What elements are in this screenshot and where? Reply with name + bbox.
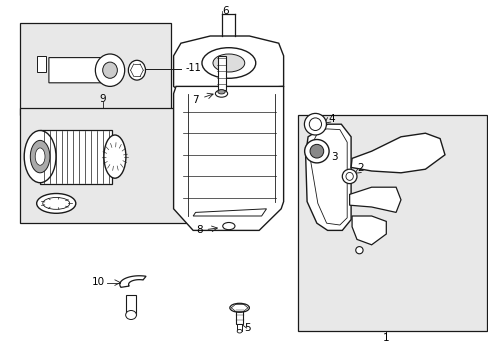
Polygon shape: [350, 133, 444, 173]
Polygon shape: [351, 216, 386, 245]
Bar: [20, 108, 185, 223]
Ellipse shape: [223, 222, 235, 230]
Text: 7: 7: [192, 95, 199, 105]
Text: 10: 10: [92, 276, 105, 287]
Ellipse shape: [35, 148, 45, 165]
Ellipse shape: [229, 303, 249, 312]
Ellipse shape: [43, 197, 70, 209]
Bar: [298, 115, 486, 331]
Ellipse shape: [304, 113, 326, 135]
Ellipse shape: [125, 310, 136, 320]
Polygon shape: [37, 56, 46, 72]
Ellipse shape: [213, 54, 244, 72]
Polygon shape: [120, 276, 146, 287]
Ellipse shape: [102, 62, 117, 78]
Polygon shape: [217, 56, 225, 90]
Text: 2: 2: [356, 163, 363, 174]
Ellipse shape: [218, 90, 224, 94]
Text: 4: 4: [328, 114, 335, 124]
Ellipse shape: [342, 169, 356, 184]
Text: 3: 3: [331, 152, 338, 162]
Polygon shape: [40, 130, 112, 184]
Ellipse shape: [304, 139, 328, 163]
Polygon shape: [49, 58, 115, 83]
Ellipse shape: [355, 247, 363, 254]
Bar: [20, 23, 171, 115]
Text: 6: 6: [222, 6, 229, 16]
Ellipse shape: [309, 144, 323, 158]
Text: -11: -11: [185, 63, 201, 73]
Text: 8: 8: [196, 225, 203, 235]
Polygon shape: [349, 187, 400, 212]
Ellipse shape: [215, 90, 227, 97]
Polygon shape: [173, 86, 283, 230]
Polygon shape: [237, 324, 242, 331]
Ellipse shape: [37, 193, 76, 213]
Ellipse shape: [309, 118, 321, 130]
Ellipse shape: [128, 60, 145, 80]
Ellipse shape: [95, 54, 124, 86]
Ellipse shape: [237, 329, 242, 333]
Polygon shape: [193, 209, 266, 216]
Text: 1: 1: [382, 333, 389, 343]
Ellipse shape: [202, 48, 255, 78]
Polygon shape: [305, 124, 350, 230]
Ellipse shape: [24, 130, 56, 183]
Polygon shape: [236, 308, 243, 324]
Polygon shape: [126, 295, 136, 315]
Ellipse shape: [104, 135, 126, 178]
Text: 9: 9: [99, 94, 106, 104]
Ellipse shape: [346, 172, 352, 180]
Text: 5: 5: [244, 323, 251, 333]
Ellipse shape: [30, 140, 50, 173]
Polygon shape: [173, 36, 283, 88]
